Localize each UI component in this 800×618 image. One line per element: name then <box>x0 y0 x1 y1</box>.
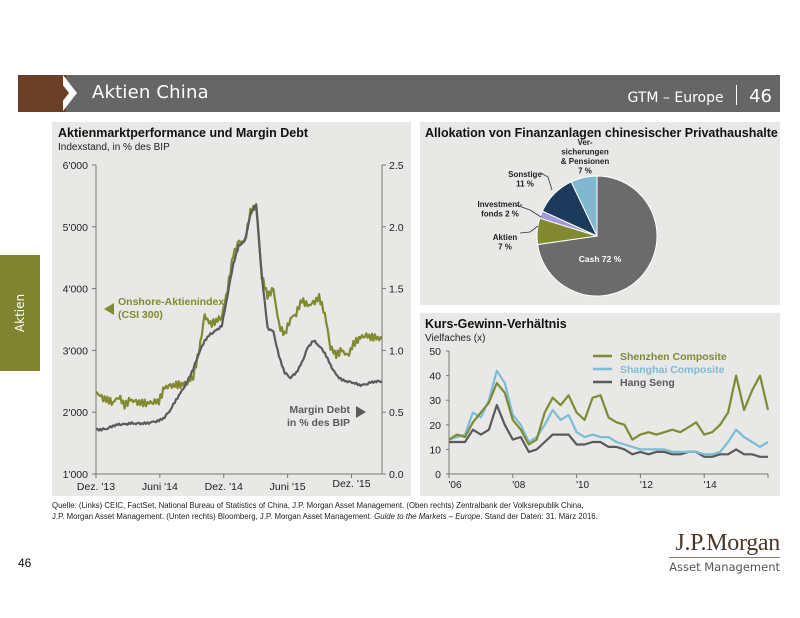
side-section-label: Aktien <box>13 293 27 333</box>
header-divider <box>735 85 738 105</box>
x-tick-label: '10 <box>576 480 589 491</box>
y-right-tick-label: 0.5 <box>389 407 404 419</box>
pie-label-aktien: Aktien <box>493 233 518 242</box>
pie-leader-investmentfonds <box>515 204 542 218</box>
pie-label-versicherungen: & Pensionen <box>561 157 610 166</box>
series-label-margin-debt: in % des BIP <box>287 417 350 429</box>
source-text-a: Quelle: (Links) CEIC, FactSet, National … <box>52 501 584 510</box>
pie-label-versicherungen: Ver- <box>577 138 592 147</box>
logo-rule <box>669 557 780 558</box>
arrow-left-icon <box>104 303 114 315</box>
x-tick-label: Juni '15 <box>270 481 306 493</box>
source-note: Quelle: (Links) CEIC, FactSet, National … <box>52 500 772 522</box>
x-tick-label: '08 <box>512 480 525 491</box>
series-line-shanghai-composite <box>448 369 769 456</box>
pie-label-sonstige: 11 % <box>516 180 534 189</box>
chart-market-margin: 1'000 2'000 3'000 4'000 5'000 6'000 0.0 0.5 1.0 1… <box>63 160 404 493</box>
source-text-b: J.P. Morgan Asset Management. (Unten rec… <box>52 512 375 521</box>
y-tick-label: 50 <box>429 346 441 358</box>
header-page-number: 46 <box>749 86 772 107</box>
x-tick-label: Juni '14 <box>142 481 178 493</box>
panel-subtitle: Vielfaches (x) <box>425 333 486 344</box>
y-left-tick-label: 2'000 <box>63 407 89 419</box>
x-tick-label: '12 <box>640 480 653 491</box>
x-tick-label: '14 <box>704 480 717 491</box>
header-right: GTM – Europe 46 <box>627 82 772 107</box>
x-tick-label: Dez. '15 <box>332 478 370 490</box>
y-right-tick-label: 1.0 <box>389 345 404 357</box>
y-left-tick-label: 5'000 <box>63 222 89 234</box>
series-label-csi300: (CSI 300) <box>118 309 163 321</box>
panel-title: Allokation von Finanzanlagen chinesische… <box>425 126 778 140</box>
x-tick-label: Dez. '14 <box>205 481 243 493</box>
pie-label-versicherungen: 7 % <box>578 167 592 176</box>
y-tick-label: 10 <box>429 444 441 456</box>
header-chevron <box>55 75 69 111</box>
series-label-csi300: Onshore-Aktienindex <box>118 296 224 308</box>
panel-subtitle: Indexstand, in % des BIP <box>58 142 170 153</box>
jpmorgan-logo: J.P.Morgan Asset Management <box>669 530 780 574</box>
source-text-italic: Guide to the Markets – Europe <box>374 512 481 521</box>
series-line-margin-debt <box>95 203 383 432</box>
legend-label: Shenzhen Composite <box>620 351 727 363</box>
panel-market-performance: Aktienmarktperformance und Margin Debt I… <box>52 122 411 496</box>
pie-label-investmentfonds: fonds 2 % <box>481 210 519 219</box>
panel-asset-allocation: Allokation von Finanzanlagen chinesische… <box>420 122 780 305</box>
pie-leader-aktien <box>519 225 539 234</box>
panel-title: Kurs-Gewinn-Verhältnis <box>425 317 567 331</box>
x-tick-label: Dez. '13 <box>77 481 115 493</box>
pie-label-investmentfonds: Investment- <box>478 200 523 209</box>
y-right-tick-label: 2.0 <box>389 222 404 234</box>
y-left-tick-label: 6'000 <box>63 160 89 172</box>
y-right-tick-label: 2.5 <box>389 160 404 172</box>
pie-label-cash: Cash 72 % <box>579 254 622 264</box>
pie-slice-versicherungen-pensionen <box>570 175 598 237</box>
series-line-shenzhen-composite <box>448 374 770 446</box>
pie-label-aktien: 7 % <box>498 243 512 252</box>
source-text-c: . Stand der Daten: 31. März 2016. <box>480 512 598 521</box>
panel-title: Aktienmarktperformance und Margin Debt <box>58 126 309 140</box>
pie-label-sonstige: Sonstige <box>508 170 542 179</box>
y-tick-label: 20 <box>429 420 441 432</box>
x-tick-label: '06 <box>448 480 461 491</box>
chart-pe-ratio: 0 10 20 30 40 50 '06 '08 '10 '12 '14 Shenzhen Compo… <box>429 346 770 491</box>
header-bar <box>66 75 780 112</box>
panel-pe-ratio: Kurs-Gewinn-Verhältnis Vielfaches (x) 0 1… <box>420 313 780 496</box>
pie-label-versicherungen: sicherungen <box>561 148 609 157</box>
page-title: Aktien China <box>92 82 209 103</box>
y-tick-label: 40 <box>429 371 441 383</box>
legend-label: Hang Seng <box>620 377 675 389</box>
pie-leader-sonstige <box>540 172 553 191</box>
footer-page-number: 46 <box>18 556 32 570</box>
series-line-hang-seng <box>449 403 768 458</box>
logo-subtitle: Asset Management <box>669 560 780 574</box>
y-left-tick-label: 3'000 <box>63 345 89 357</box>
series-line-csi300 <box>95 204 383 410</box>
side-section-tab <box>0 255 40 371</box>
y-tick-label: 30 <box>429 395 441 407</box>
y-tick-label: 0 <box>435 469 441 481</box>
legend-label: Shanghai Composite <box>620 364 725 376</box>
y-right-tick-label: 1.5 <box>389 284 404 296</box>
series-label: GTM – Europe <box>627 90 724 106</box>
arrow-right-icon <box>356 406 366 418</box>
y-right-tick-label: 0.0 <box>389 469 404 481</box>
series-label-margin-debt: Margin Debt <box>289 404 350 416</box>
y-left-tick-label: 4'000 <box>63 284 89 296</box>
logo-wordmark: J.P.Morgan <box>675 530 780 556</box>
y-left-tick-label: 1'000 <box>63 469 89 481</box>
